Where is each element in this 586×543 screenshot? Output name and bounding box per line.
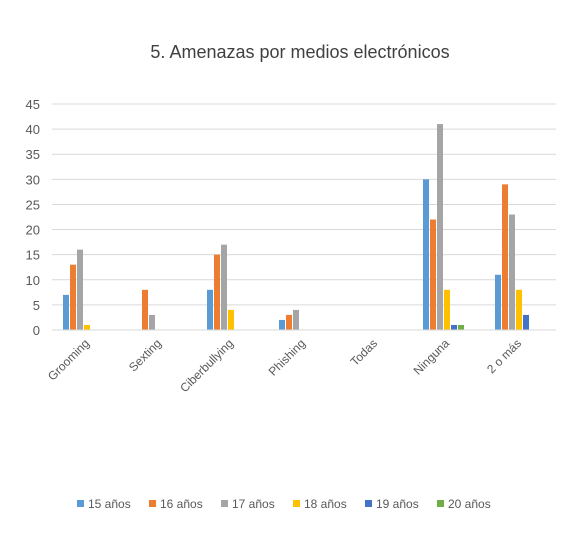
legend-swatch bbox=[437, 500, 444, 507]
legend-swatch bbox=[293, 500, 300, 507]
legend-swatch bbox=[365, 500, 372, 507]
legend-swatch bbox=[149, 500, 156, 507]
y-tick-label: 35 bbox=[26, 147, 40, 162]
gridlines bbox=[52, 103, 556, 306]
x-category-label: 2 o más bbox=[484, 336, 524, 376]
y-tick-label: 45 bbox=[26, 97, 40, 112]
bar bbox=[458, 324, 464, 330]
bar bbox=[228, 309, 234, 330]
bar bbox=[293, 309, 299, 330]
legend: 15 años 16 años 17 años 18 años 19 años 20 añ… bbox=[77, 497, 491, 511]
bar bbox=[70, 264, 76, 330]
bar bbox=[523, 314, 529, 330]
chart-title: 5. Amenazas por medios electrónicos bbox=[150, 42, 449, 62]
bars bbox=[63, 124, 529, 330]
legend-swatch bbox=[77, 500, 84, 507]
y-tick-label: 10 bbox=[26, 273, 40, 288]
x-category-label: Ninguna bbox=[411, 336, 453, 378]
bar bbox=[279, 319, 285, 330]
bar bbox=[142, 289, 148, 330]
legend-label: 19 años bbox=[376, 497, 419, 511]
x-category-label: Todas bbox=[348, 336, 381, 369]
legend-label: 18 años bbox=[304, 497, 347, 511]
bar bbox=[502, 184, 508, 330]
y-tick-label: 30 bbox=[26, 172, 40, 187]
x-category-label: Ciberbullying bbox=[177, 336, 236, 395]
y-tick-label: 40 bbox=[26, 122, 40, 137]
legend-label: 15 años bbox=[88, 497, 131, 511]
bar bbox=[509, 214, 515, 330]
y-tick-label: 20 bbox=[26, 223, 40, 238]
legend-label: 20 años bbox=[448, 497, 491, 511]
y-axis-tick-labels: 0 5 10 15 20 25 30 35 40 45 bbox=[26, 97, 40, 338]
x-category-label: Phishing bbox=[266, 336, 308, 378]
bar bbox=[63, 294, 69, 330]
bar bbox=[77, 249, 83, 330]
x-category-label: Grooming bbox=[45, 336, 92, 383]
x-axis-category-labels: Grooming Sexting Ciberbullying Phishing Toda… bbox=[45, 336, 524, 395]
bar bbox=[437, 124, 443, 330]
bar bbox=[84, 324, 90, 330]
bar bbox=[149, 314, 155, 330]
y-tick-label: 15 bbox=[26, 248, 40, 263]
bar bbox=[207, 289, 213, 330]
bar bbox=[516, 289, 522, 330]
y-tick-label: 5 bbox=[33, 298, 40, 313]
bar bbox=[286, 314, 292, 330]
y-tick-label: 0 bbox=[33, 323, 40, 338]
bar bbox=[214, 254, 220, 330]
bar bbox=[423, 179, 429, 330]
legend-label: 17 años bbox=[232, 497, 275, 511]
bar bbox=[451, 324, 457, 330]
bar bbox=[221, 244, 227, 330]
x-category-label: Sexting bbox=[126, 336, 164, 374]
bar bbox=[444, 289, 450, 330]
legend-label: 16 años bbox=[160, 497, 203, 511]
y-tick-label: 25 bbox=[26, 197, 40, 212]
bar bbox=[495, 274, 501, 330]
legend-swatch bbox=[221, 500, 228, 507]
bar bbox=[430, 219, 436, 330]
